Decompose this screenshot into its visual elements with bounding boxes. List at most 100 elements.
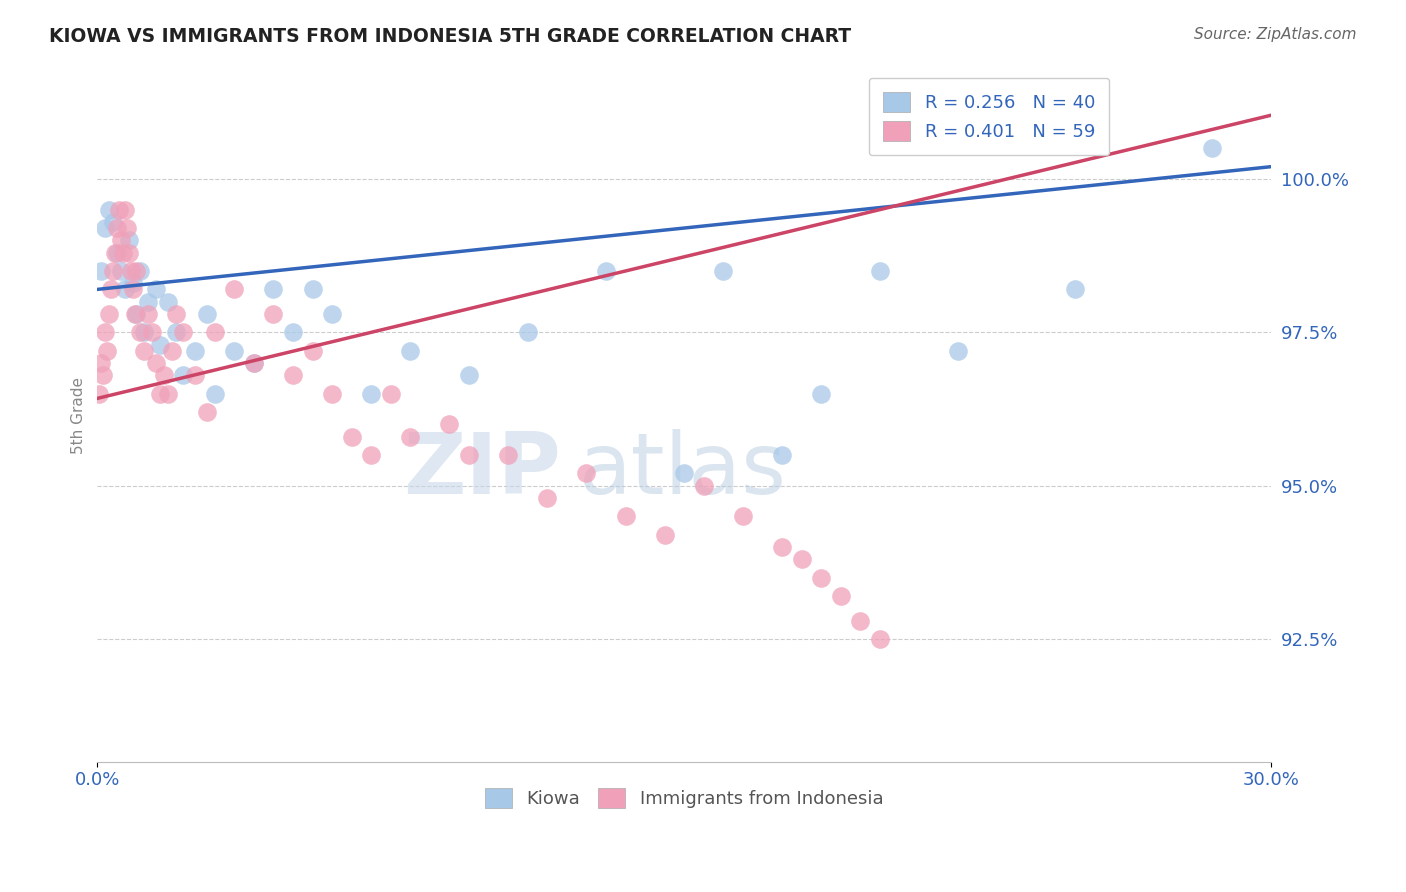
- Point: [830, 589, 852, 603]
- Point: [165, 307, 187, 321]
- Point: [114, 282, 136, 296]
- Point: [118, 245, 141, 260]
- Point: [673, 467, 696, 481]
- Point: [340, 429, 363, 443]
- Point: [399, 429, 422, 443]
- Point: [262, 307, 284, 321]
- Point: [91, 368, 114, 383]
- Point: [94, 221, 117, 235]
- Point: [129, 264, 152, 278]
- Point: [849, 614, 872, 628]
- Point: [243, 356, 266, 370]
- Text: KIOWA VS IMMIGRANTS FROM INDONESIA 5TH GRADE CORRELATION CHART: KIOWA VS IMMIGRANTS FROM INDONESIA 5TH G…: [49, 27, 852, 45]
- Point: [1201, 141, 1223, 155]
- Point: [946, 343, 969, 358]
- Point: [790, 552, 813, 566]
- Point: [89, 386, 111, 401]
- Point: [614, 509, 637, 524]
- Point: [810, 571, 832, 585]
- Point: [360, 386, 382, 401]
- Point: [94, 326, 117, 340]
- Point: [380, 386, 402, 401]
- Point: [496, 448, 519, 462]
- Point: [595, 264, 617, 278]
- Point: [731, 509, 754, 524]
- Point: [711, 264, 734, 278]
- Point: [90, 356, 112, 370]
- Point: [301, 282, 323, 296]
- Point: [100, 282, 122, 296]
- Point: [243, 356, 266, 370]
- Point: [224, 282, 246, 296]
- Point: [110, 233, 132, 247]
- Y-axis label: 5th Grade: 5th Grade: [72, 376, 86, 454]
- Point: [136, 307, 159, 321]
- Point: [160, 343, 183, 358]
- Point: [399, 343, 422, 358]
- Point: [145, 282, 167, 296]
- Point: [149, 386, 172, 401]
- Point: [104, 245, 127, 260]
- Point: [121, 282, 143, 296]
- Point: [204, 386, 226, 401]
- Point: [770, 540, 793, 554]
- Point: [101, 215, 124, 229]
- Point: [136, 294, 159, 309]
- Point: [121, 277, 143, 291]
- Point: [204, 326, 226, 340]
- Point: [458, 448, 481, 462]
- Point: [184, 343, 207, 358]
- Point: [321, 386, 343, 401]
- Point: [149, 337, 172, 351]
- Point: [125, 307, 148, 321]
- Point: [458, 368, 481, 383]
- Point: [281, 326, 304, 340]
- Point: [165, 326, 187, 340]
- Text: atlas: atlas: [579, 429, 786, 512]
- Legend: Kiowa, Immigrants from Indonesia: Kiowa, Immigrants from Indonesia: [478, 780, 890, 815]
- Point: [301, 343, 323, 358]
- Point: [120, 264, 142, 278]
- Point: [321, 307, 343, 321]
- Text: Source: ZipAtlas.com: Source: ZipAtlas.com: [1194, 27, 1357, 42]
- Point: [141, 326, 163, 340]
- Point: [98, 202, 121, 217]
- Point: [281, 368, 304, 383]
- Point: [134, 326, 156, 340]
- Point: [184, 368, 207, 383]
- Point: [145, 356, 167, 370]
- Point: [654, 528, 676, 542]
- Point: [110, 264, 132, 278]
- Point: [98, 307, 121, 321]
- Point: [439, 417, 461, 432]
- Point: [124, 307, 146, 321]
- Point: [224, 343, 246, 358]
- Point: [360, 448, 382, 462]
- Point: [96, 343, 118, 358]
- Point: [693, 479, 716, 493]
- Point: [172, 368, 194, 383]
- Point: [195, 307, 218, 321]
- Point: [770, 448, 793, 462]
- Point: [108, 202, 131, 217]
- Point: [536, 491, 558, 505]
- Point: [114, 202, 136, 217]
- Point: [111, 245, 134, 260]
- Point: [172, 326, 194, 340]
- Point: [115, 221, 138, 235]
- Point: [118, 233, 141, 247]
- Point: [869, 632, 891, 646]
- Text: ZIP: ZIP: [404, 429, 561, 512]
- Point: [156, 386, 179, 401]
- Point: [869, 264, 891, 278]
- Point: [153, 368, 176, 383]
- Point: [1064, 282, 1087, 296]
- Point: [125, 264, 148, 278]
- Point: [516, 326, 538, 340]
- Point: [134, 343, 156, 358]
- Point: [101, 264, 124, 278]
- Point: [90, 264, 112, 278]
- Point: [105, 245, 128, 260]
- Point: [105, 221, 128, 235]
- Point: [195, 405, 218, 419]
